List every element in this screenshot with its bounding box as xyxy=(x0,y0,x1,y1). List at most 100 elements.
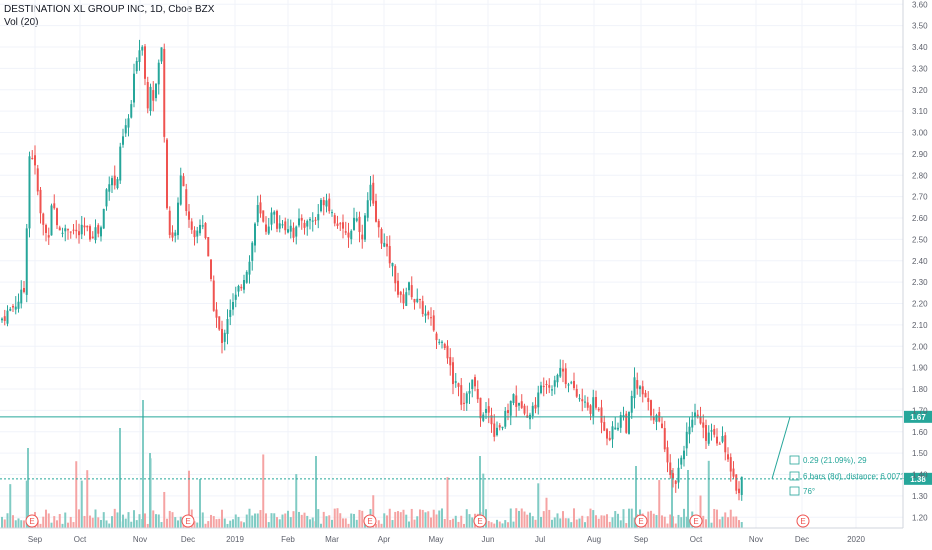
volume-bar xyxy=(119,428,121,528)
volume-bar xyxy=(20,520,23,528)
time-tick-label: 2020 xyxy=(847,535,865,544)
volume-bar xyxy=(42,516,45,528)
volume-bar xyxy=(471,517,474,528)
volume-bar xyxy=(702,515,705,528)
candle-body xyxy=(424,313,427,316)
candle-body xyxy=(377,220,380,228)
candle-body xyxy=(551,389,553,391)
volume-bar xyxy=(204,523,207,528)
time-tick-label: Mar xyxy=(325,535,339,544)
candle-body xyxy=(650,400,652,416)
volume-bar xyxy=(102,512,105,528)
candle-body xyxy=(556,374,559,383)
earnings-marker[interactable]: E xyxy=(181,514,195,528)
candle-body xyxy=(127,118,130,128)
time-tick-label: Dec xyxy=(181,535,195,544)
earnings-marker[interactable]: E xyxy=(796,514,810,528)
candle-body xyxy=(702,422,705,428)
volume-bar xyxy=(677,514,680,528)
price-tick-label: 2.50 xyxy=(912,235,928,244)
volume-bar xyxy=(680,517,683,528)
volume-bar xyxy=(61,523,64,528)
volume-bar xyxy=(248,508,251,528)
volume-bar xyxy=(740,522,743,528)
volume-bar xyxy=(512,521,515,528)
candle-body xyxy=(496,427,498,436)
price-tick-label: 1.60 xyxy=(912,428,928,437)
volume-bar xyxy=(630,508,633,528)
candle-body xyxy=(705,425,707,441)
candle-body xyxy=(493,423,496,437)
candle-body xyxy=(644,392,647,398)
volume-bar xyxy=(551,519,553,528)
volume-bar xyxy=(124,518,127,528)
volume-bar xyxy=(259,510,262,528)
volume-bar xyxy=(501,523,504,528)
volume-bar xyxy=(402,509,405,528)
candle-body xyxy=(465,393,468,404)
volume-bar xyxy=(584,522,586,528)
earnings-label: E xyxy=(185,517,190,526)
volume-bar xyxy=(438,510,441,528)
candle-body xyxy=(699,416,702,424)
candle-body xyxy=(485,408,487,413)
volume-bar xyxy=(520,508,523,528)
volume-bar xyxy=(509,508,512,528)
volume-bar xyxy=(586,516,589,528)
volume-bar xyxy=(130,521,133,528)
candle-body xyxy=(141,46,144,51)
volume-bar xyxy=(325,516,328,528)
candle-body xyxy=(152,90,155,101)
candle-body xyxy=(42,213,45,225)
candle-body xyxy=(694,412,696,417)
candle-body xyxy=(215,309,218,318)
earnings-marker[interactable]: E xyxy=(689,514,703,528)
time-tick-label: 2019 xyxy=(226,535,244,544)
earnings-marker[interactable]: E xyxy=(634,514,648,528)
earnings-marker[interactable]: E xyxy=(25,514,39,528)
volume-bar xyxy=(50,522,53,528)
volume-bar xyxy=(237,516,240,528)
candle-body xyxy=(452,362,454,385)
candle-body xyxy=(361,234,364,240)
volume-bar xyxy=(405,514,408,528)
candle-body xyxy=(353,217,355,230)
candle-body xyxy=(364,215,366,240)
candle-body xyxy=(716,436,718,444)
volume-bar xyxy=(674,523,677,528)
candle-body xyxy=(482,414,485,421)
time-tick-label: Sep xyxy=(634,535,649,544)
candle-body xyxy=(336,223,339,226)
candle-body xyxy=(31,157,34,159)
volume-bar xyxy=(163,491,166,528)
volume-bar xyxy=(342,518,344,528)
candle-body xyxy=(559,368,562,377)
volume-bar xyxy=(287,510,289,528)
volume-bar xyxy=(94,509,97,528)
volume-bar xyxy=(611,517,614,528)
earnings-marker[interactable]: E xyxy=(363,514,377,528)
candle-body xyxy=(655,415,658,422)
volume-bar xyxy=(468,514,471,528)
time-tick-label: Feb xyxy=(281,535,295,544)
candle-body xyxy=(303,222,306,228)
candle-body xyxy=(432,315,435,331)
candle-body xyxy=(443,343,446,348)
volume-bar xyxy=(306,515,309,528)
candle-body xyxy=(309,219,311,221)
volume-bar xyxy=(116,512,119,528)
earnings-marker[interactable]: E xyxy=(473,514,487,528)
candle-body xyxy=(680,457,683,465)
candle-body xyxy=(53,203,56,209)
volume-bar xyxy=(303,512,306,528)
volume-bar xyxy=(650,510,652,528)
volume-bar xyxy=(556,513,559,528)
volume-bar xyxy=(663,516,666,528)
candle-body xyxy=(617,427,619,430)
volume-bar xyxy=(58,514,61,528)
volume-bar xyxy=(635,466,637,528)
candle-body xyxy=(108,184,111,192)
volume-bar xyxy=(322,511,325,528)
candle-body xyxy=(193,230,196,238)
